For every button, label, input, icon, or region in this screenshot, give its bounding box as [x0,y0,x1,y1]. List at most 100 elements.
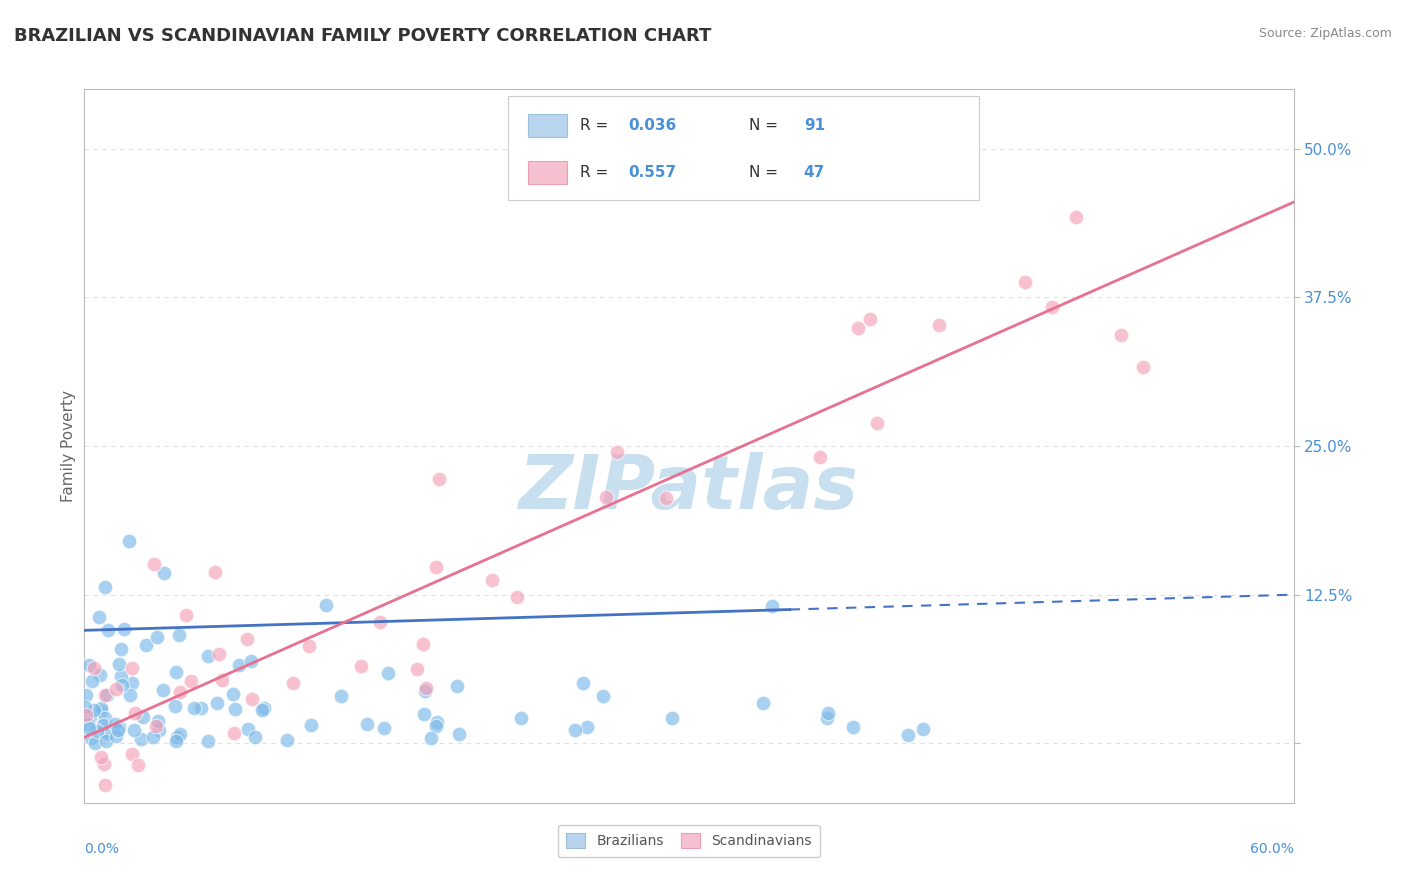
Point [79,710,101,724]
Point [132,710,155,724]
Point [350,658,373,673]
Point [75,688,97,702]
Point [427,472,450,486]
Legend: Brazilians, Scandinavians: Brazilians, Scandinavians [558,825,820,856]
Point [315,598,337,612]
Point [110,669,132,683]
Point [97,623,120,637]
Point [208,647,231,661]
Point [752,696,775,710]
Point [124,706,146,720]
Point [299,718,322,732]
Point [83,661,105,675]
Point [859,311,882,326]
Point [163,698,186,713]
Point [425,719,447,733]
Point [211,673,233,687]
Point [817,706,839,721]
Point [928,318,950,333]
Point [122,723,145,737]
Point [761,599,783,613]
Point [1109,327,1132,342]
Point [120,688,142,702]
Point [146,630,169,644]
Point [83,703,105,717]
Text: R =: R = [581,165,613,180]
Point [606,445,628,459]
FancyBboxPatch shape [529,161,567,184]
Point [224,726,246,740]
Point [412,637,434,651]
Point [80,831,103,846]
Point [94,778,117,792]
Point [413,706,436,721]
Point [250,703,273,717]
Point [1014,276,1036,290]
Point [236,632,259,647]
Point [108,720,131,734]
Text: 0.557: 0.557 [628,165,676,180]
Point [420,731,443,746]
Point [1040,300,1063,314]
Point [82,674,104,689]
Point [253,701,276,715]
Text: BRAZILIAN VS SCANDINAVIAN FAMILY POVERTY CORRELATION CHART: BRAZILIAN VS SCANDINAVIAN FAMILY POVERTY… [14,27,711,45]
Point [846,321,869,335]
Point [276,733,298,747]
Point [90,701,112,715]
Point [370,615,392,629]
Point [96,733,118,747]
Point [661,711,683,725]
Point [142,730,165,744]
Y-axis label: Family Poverty: Family Poverty [60,390,76,502]
Point [1066,211,1088,225]
Point [506,591,529,605]
Point [595,491,617,505]
Text: R =: R = [581,118,613,133]
Point [183,700,205,714]
Point [564,723,586,737]
Point [166,730,188,744]
Point [330,690,353,704]
Point [112,623,135,637]
Text: 47: 47 [804,165,825,180]
Point [447,727,470,741]
Text: 0.036: 0.036 [628,118,676,133]
Point [86,724,108,739]
Point [90,704,112,718]
Point [135,638,157,652]
Point [107,723,129,737]
Point [866,416,889,430]
Point [415,681,437,696]
Text: 60.0%: 60.0% [1250,842,1294,856]
Point [592,690,614,704]
Point [224,702,246,716]
Point [75,708,97,723]
Point [96,689,118,703]
Point [912,722,935,736]
Point [148,714,170,728]
Text: Source: ZipAtlas.com: Source: ZipAtlas.com [1258,27,1392,40]
FancyBboxPatch shape [508,96,979,200]
Point [83,736,105,750]
Point [89,610,111,624]
Point [105,729,128,743]
Point [808,450,831,464]
Point [111,678,134,692]
Point [572,676,595,690]
Point [446,679,468,693]
Point [145,719,167,733]
Point [373,722,395,736]
Point [89,668,111,682]
Point [94,711,117,725]
Point [77,721,100,735]
FancyBboxPatch shape [529,114,567,137]
Point [510,711,533,725]
Point [93,756,115,771]
Point [94,580,117,594]
Point [131,731,153,746]
Point [481,573,503,587]
Text: ZIPatlas: ZIPatlas [519,452,859,525]
Point [197,649,219,664]
Point [242,692,264,706]
